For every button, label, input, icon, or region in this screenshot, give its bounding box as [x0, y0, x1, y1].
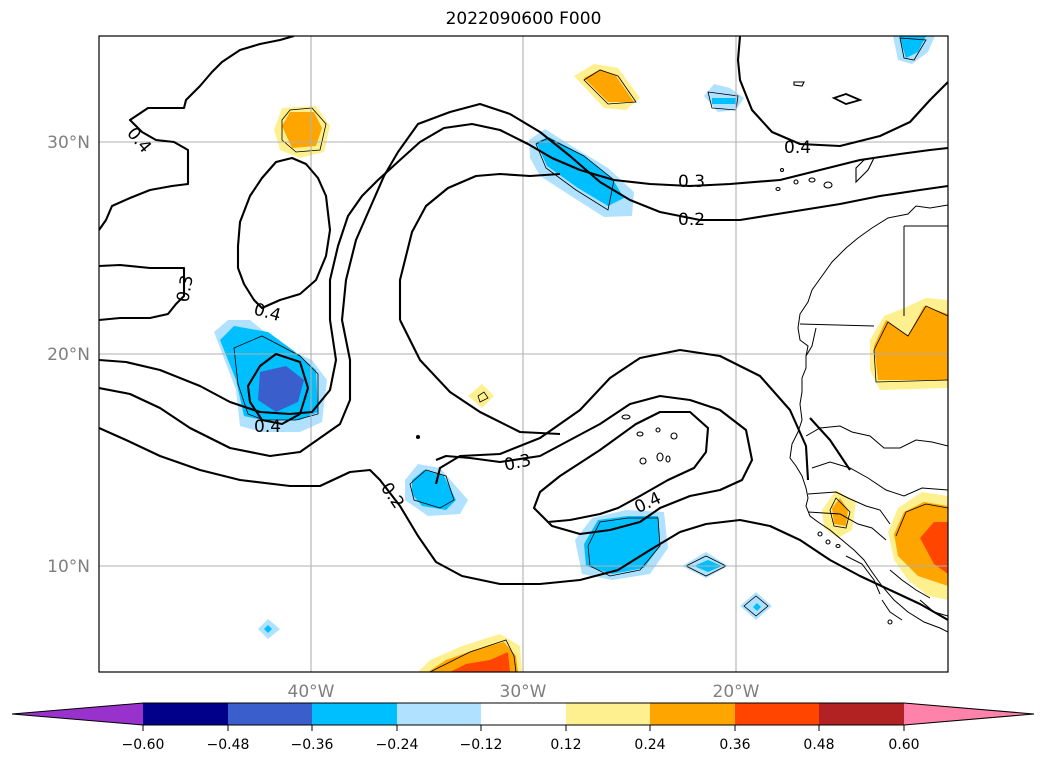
lat-label-10n: 10°N [47, 557, 90, 577]
colorbar-ticks [142, 725, 905, 731]
colorbar-segment [735, 703, 819, 725]
neg-area [536, 137, 624, 206]
neg-area [264, 625, 272, 633]
colorbar-tick-label: 0.12 [550, 737, 581, 753]
colorbar-extend-right [904, 703, 1034, 725]
longitude-labels: 40°W 30°W 20°W [288, 682, 760, 702]
neg-area [899, 36, 926, 58]
pos-area [584, 70, 634, 102]
lon-label-40w: 40°W [288, 682, 335, 702]
colorbar-segment [397, 703, 481, 725]
colorbar-tick-label: 0.60 [888, 737, 919, 753]
colorbar-extend-left [12, 703, 143, 725]
colorbar-tick-label: −0.36 [291, 737, 334, 753]
latitude-labels: 30°N 20°N 10°N [47, 133, 90, 577]
pos-area [832, 498, 848, 526]
colorbar-segment [481, 703, 566, 725]
colorbar-tick-label: 0.48 [803, 737, 834, 753]
neg-area [258, 366, 304, 412]
neg-area [412, 470, 456, 510]
pos-area [282, 112, 322, 148]
colorbar-tick-label: −0.48 [207, 737, 250, 753]
shading-negative [214, 36, 935, 639]
pos-area [468, 384, 494, 408]
neg-area [712, 98, 736, 104]
pos-area [450, 652, 510, 672]
colorbar-tick-label: −0.24 [376, 737, 419, 753]
pos-area [920, 522, 948, 574]
lat-label-30n: 30°N [47, 133, 90, 153]
map-frame [98, 35, 949, 673]
contour-label: 0.4 [254, 417, 281, 437]
lon-label-20w: 20°W [713, 682, 760, 702]
colorbar: −0.60 −0.48 −0.36 −0.24 −0.12 0.12 0.24 … [11, 702, 1035, 753]
colorbar-segment [228, 703, 312, 725]
lon-label-30w: 30°W [500, 682, 547, 702]
contour-label: 0.3 [678, 172, 705, 192]
map-title: 2022090600 F000 [445, 9, 602, 29]
contours [99, 36, 948, 621]
contour-label: 0.3 [173, 274, 197, 304]
colorbar-segment [650, 703, 735, 725]
map-content: 0.4 0.3 0.4 0.4 0.2 0.3 0.4 0.4 0.3 0.2 [99, 36, 948, 672]
pos-area [874, 306, 948, 380]
colorbar-segment [566, 703, 650, 725]
islands [415, 81, 893, 625]
contour-label: 0.2 [678, 210, 705, 230]
neg-area [753, 603, 761, 611]
lat-label-20n: 20°N [47, 345, 90, 365]
colorbar-tick-label: −0.12 [460, 737, 503, 753]
colorbar-segment [143, 703, 228, 725]
shading-positive [274, 64, 948, 672]
shading-outlines [233, 37, 948, 672]
colorbar-tick-label: −0.60 [122, 737, 165, 753]
contour-label: 0.4 [784, 138, 811, 158]
colorbar-segment [312, 703, 397, 725]
colorbar-tick-label: 0.36 [719, 737, 750, 753]
colorbar-segment [819, 703, 904, 725]
colorbar-tick-label: 0.24 [634, 737, 665, 753]
